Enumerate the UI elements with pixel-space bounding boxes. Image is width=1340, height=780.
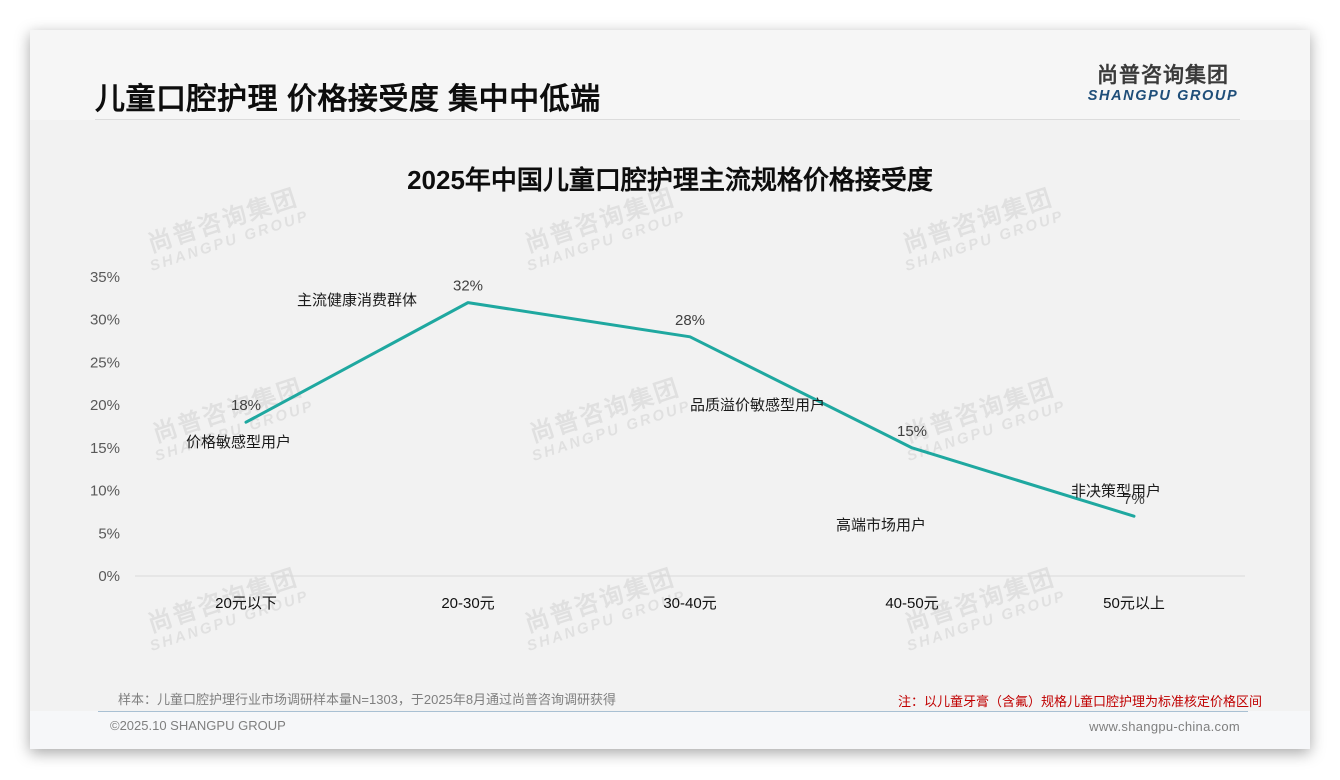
logo-chinese-text: 尚普咨询集团 (1097, 64, 1229, 87)
annotation-non-decision: 非决策型用户 (1071, 483, 1162, 500)
sample-source-text: 样本：儿童口腔护理行业市场调研样本量N=1303，于2025年8月通过尚普咨询调… (118, 692, 617, 707)
data-label: 7% (1123, 491, 1145, 508)
data-label: 28% (675, 312, 705, 329)
website-link[interactable]: www.shangpu-china.com (1089, 719, 1240, 734)
y-axis-tick-label: 25% (90, 354, 120, 371)
footer-divider (98, 711, 1248, 712)
x-axis-category-label: 20-30元 (441, 595, 494, 612)
logo-english-text: SHANGPU GROUP (1087, 88, 1239, 104)
data-label: 15% (897, 423, 927, 440)
x-axis-category-label: 30-40元 (663, 595, 716, 612)
y-axis-tick-label: 15% (90, 440, 120, 457)
y-axis-tick-label: 30% (90, 312, 120, 329)
x-axis-category-label: 40-50元 (885, 595, 938, 612)
data-label: 32% (453, 278, 483, 295)
annotation-high-end: 高端市场用户 (836, 517, 927, 534)
copyright-text: ©2025.10 SHANGPU GROUP (110, 718, 286, 733)
header-divider (95, 119, 1240, 120)
y-axis-tick-label: 10% (90, 483, 120, 500)
data-label: 18% (231, 397, 261, 414)
header-band (30, 30, 1310, 120)
chart-title: 2025年中国儿童口腔护理主流规格价格接受度 (407, 165, 933, 195)
series-line (244, 301, 1136, 518)
page-title: 儿童口腔护理 价格接受度 集中中低端 (95, 83, 601, 116)
y-axis-tick-label: 5% (98, 525, 120, 542)
annotation-price-sensitive: 价格敏感型用户 (186, 434, 292, 451)
footnote-text: 注：以儿童牙膏（含氟）规格儿童口腔护理为标准核定价格区间 (897, 694, 1262, 709)
x-axis-category-label: 50元以上 (1103, 595, 1165, 612)
y-axis-tick-label: 35% (90, 269, 120, 286)
slide: 儿童口腔护理 价格接受度 集中中低端 尚普咨询集团 SHANGPU GROUP … (30, 30, 1310, 749)
x-axis-category-label: 20元以下 (215, 595, 277, 612)
annotation-mainstream: 主流健康消费群体 (297, 292, 418, 309)
annotation-quality-premium: 品质溢价敏感型用户 (690, 397, 826, 414)
brand-logo: 尚普咨询集团 SHANGPU GROUP (1086, 64, 1240, 104)
footer-band (30, 711, 1310, 749)
y-axis-tick-label: 0% (98, 568, 120, 585)
y-axis-tick-label: 20% (90, 397, 120, 414)
